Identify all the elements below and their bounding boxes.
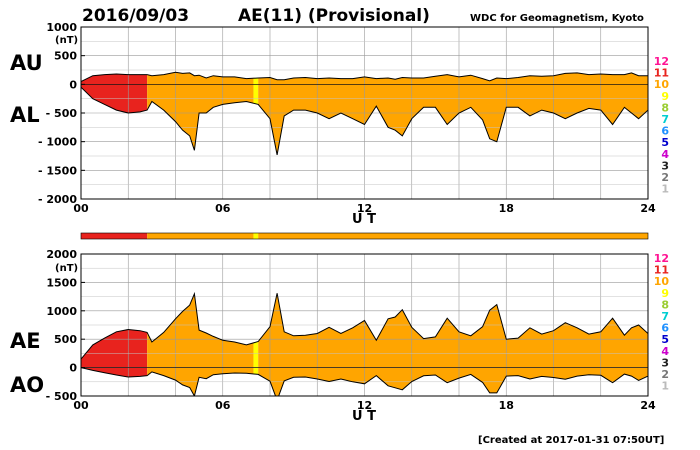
station-count-label: 2 — [661, 171, 669, 184]
activity-level-strip — [80, 232, 649, 240]
station-count-label: 10 — [654, 78, 670, 91]
station-count-label: 1 — [661, 380, 669, 393]
station-count-label: 3 — [661, 356, 669, 369]
station-count-label: 10 — [654, 275, 670, 288]
y-tick-label: 1000 — [46, 305, 77, 318]
index-title: AE(11) (Provisional) — [238, 6, 430, 26]
station-count-label: 11 — [654, 264, 669, 277]
x-axis-title-2: U T — [352, 409, 376, 424]
y-tick-label: 1500 — [46, 276, 77, 289]
station-count-label: 7 — [661, 113, 669, 126]
au-series-label: AU — [10, 51, 43, 75]
station-count-label: 6 — [661, 125, 669, 138]
station-count-label: 2 — [661, 368, 669, 381]
x-tick-label: 24 — [640, 202, 656, 215]
ao-series-label: AO — [10, 373, 44, 397]
al-series-label: AL — [10, 103, 40, 127]
y-tick-label: 2000 — [46, 248, 77, 261]
x-tick-label: 24 — [640, 399, 656, 412]
station-count-label: 4 — [661, 345, 669, 358]
band-outline — [81, 291, 648, 396]
station-count-label: 12 — [654, 252, 669, 265]
y-tick-label: - 1500 — [38, 164, 77, 177]
y-tick-label: - 500 — [46, 390, 78, 403]
station-count-label: 8 — [661, 101, 669, 114]
ae-series-label: AE — [10, 329, 41, 353]
x-tick-label: 18 — [499, 202, 514, 215]
station-count-label: 9 — [661, 287, 669, 300]
y-tick-label: 0 — [69, 362, 77, 375]
strip-segment — [258, 233, 648, 239]
x-tick-label: 06 — [215, 202, 231, 215]
station-count-label: 3 — [661, 159, 669, 172]
strip-segment — [81, 233, 148, 239]
y-tick-label: - 2000 — [38, 193, 77, 206]
y-tick-label: 500 — [54, 50, 77, 63]
strip-segment — [253, 233, 259, 239]
activity-segment — [253, 293, 259, 396]
plot-frame — [80, 253, 649, 397]
station-count-label: 5 — [661, 333, 669, 346]
station-count-label: 12 — [654, 55, 669, 68]
y-tick-label: - 1000 — [38, 136, 77, 149]
x-tick-label: 06 — [215, 399, 231, 412]
band-outline — [81, 71, 648, 155]
station-count-label: 4 — [661, 148, 669, 161]
y-tick-label: - 500 — [46, 107, 78, 120]
unit-label-2: (nT) — [55, 263, 78, 274]
station-count-label: 8 — [661, 298, 669, 311]
x-axis-title-1: U T — [352, 212, 376, 227]
station-count-label: 5 — [661, 136, 669, 149]
station-count-label: 7 — [661, 310, 669, 323]
x-tick-label: 00 — [73, 399, 89, 412]
y-tick-label: 1000 — [46, 21, 77, 34]
y-tick-label: 0 — [69, 78, 77, 91]
x-tick-label: 00 — [73, 202, 89, 215]
station-count-label: 6 — [661, 322, 669, 335]
y-tick-label: 500 — [54, 333, 77, 346]
x-tick-label: 12 — [357, 399, 372, 412]
station-count-label: 9 — [661, 90, 669, 103]
station-count-label: 1 — [661, 183, 669, 196]
strip-segment — [147, 233, 254, 239]
station-count-label: 11 — [654, 67, 669, 80]
unit-label-1: (nT) — [55, 35, 78, 46]
x-tick-label: 12 — [357, 202, 372, 215]
date-title: 2016/09/03 — [82, 6, 189, 26]
created-timestamp: [Created at 2017-01-31 07:50UT] — [478, 435, 664, 446]
x-tick-label: 18 — [499, 399, 514, 412]
source-label: WDC for Geomagnetism, Kyoto — [470, 13, 644, 24]
strip-frame — [80, 232, 649, 240]
